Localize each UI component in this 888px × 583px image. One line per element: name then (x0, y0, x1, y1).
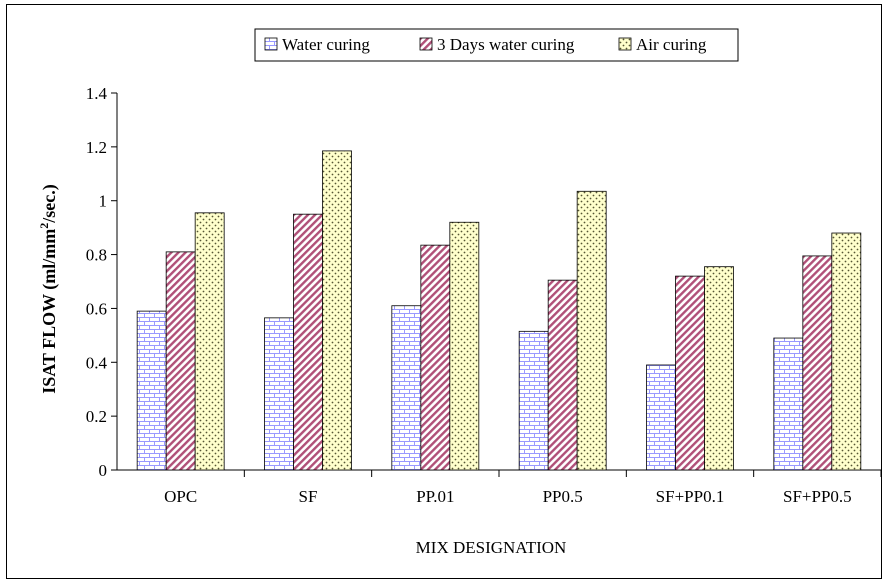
bar (194, 212, 225, 471)
bar (802, 255, 833, 471)
legend-swatch (618, 37, 632, 51)
x-tick-label: SF (299, 487, 318, 506)
x-tick-label: SF+PP0.5 (783, 487, 852, 506)
legend-label: 3 Days water curing (437, 35, 575, 54)
x-tick-label: OPC (164, 487, 197, 506)
legend-swatch (264, 37, 278, 51)
y-axis-title: ISAT FLOW (ml/mm2/sec.) (37, 184, 60, 394)
bar (391, 305, 422, 471)
bar (831, 232, 862, 471)
y-tick-label: 0.2 (86, 407, 107, 426)
x-tick-label: PP0.5 (543, 487, 583, 506)
bar (449, 221, 480, 471)
bar (773, 337, 804, 471)
bar (576, 190, 607, 471)
x-tick-label: PP.01 (416, 487, 454, 506)
bar (675, 275, 705, 471)
legend-label: Water curing (282, 35, 370, 54)
y-tick-label: 0.6 (86, 299, 107, 318)
bar (165, 251, 196, 471)
legend-box (254, 28, 739, 62)
legend-swatch (419, 37, 433, 51)
bar (547, 279, 578, 471)
x-tick-label: SF+PP0.1 (656, 487, 725, 506)
bar (293, 213, 323, 471)
bar (646, 364, 676, 471)
y-axis-title-sup: 2 (37, 223, 51, 229)
bars (136, 150, 862, 471)
y-tick-label: 0.8 (86, 246, 107, 265)
y-axis-title-tail: /sec.) (39, 184, 60, 223)
bar (322, 150, 352, 471)
y-axis-title-main: ISAT FLOW (ml/mm (39, 229, 60, 394)
y-tick-label: 0 (99, 461, 108, 480)
x-axis: OPC SF PP.01 PP0.5 SF+PP0.1 SF+PP0.5 (117, 469, 882, 506)
y-axis: 0 0.2 0.4 0.6 0.8 1 1.2 1.4 (86, 84, 118, 480)
bar-chart: Water curing 3 Days water curing Air curin… (37, 28, 882, 557)
y-tick-label: 1.2 (86, 138, 107, 157)
y-tick-label: 1.4 (86, 84, 108, 103)
bar (518, 330, 549, 471)
legend-label: Air curing (636, 35, 707, 54)
bar (704, 266, 734, 471)
bar (264, 317, 294, 471)
chart-frame: Water curing 3 Days water curing Air curin… (6, 4, 882, 579)
y-tick-label: 0.4 (86, 353, 108, 372)
bar (136, 310, 167, 471)
y-tick-label: 1 (99, 192, 108, 211)
x-axis-title: MIX DESIGNATION (416, 538, 567, 557)
legend: Water curing 3 Days water curing Air curin… (254, 28, 739, 62)
bar (420, 244, 451, 471)
